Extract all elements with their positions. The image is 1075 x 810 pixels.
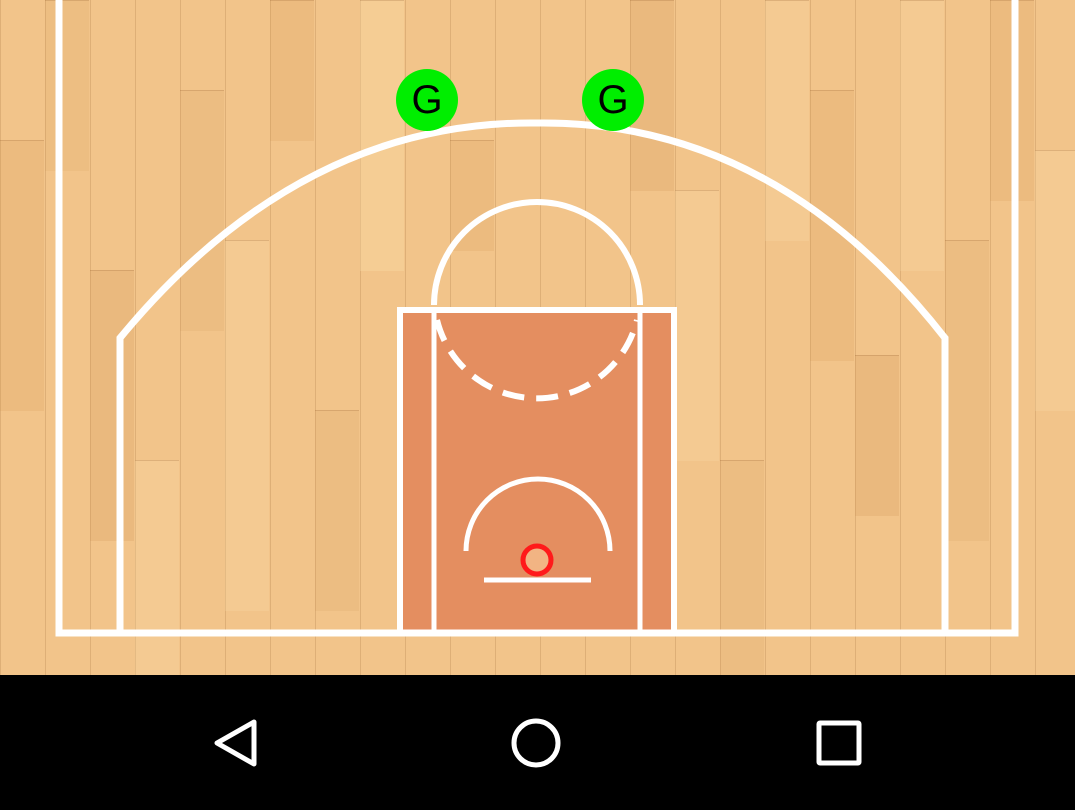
home-button[interactable]: [476, 675, 596, 810]
home-circle-icon: [511, 718, 561, 767]
basketball-court[interactable]: G G: [0, 0, 1075, 675]
floor-plank: [225, 240, 269, 611]
floor-plank: [270, 0, 314, 141]
player-guard-1[interactable]: G: [396, 69, 458, 131]
court-boundary: [55, 0, 1019, 637]
floor-plank: [900, 0, 944, 271]
restricted-area-arc: [463, 476, 613, 552]
floor-plank: [90, 270, 134, 541]
floor-plank: [675, 190, 719, 461]
floor-plank: [315, 410, 359, 611]
back-button[interactable]: [175, 675, 295, 810]
court-lines: [55, 0, 1019, 637]
floor-plank: [720, 460, 764, 675]
floor-plank: [135, 460, 179, 675]
recents-button[interactable]: [779, 675, 899, 810]
player-guard-2[interactable]: G: [582, 69, 644, 131]
android-navigation-bar: [0, 675, 1075, 810]
floor-plank: [45, 0, 89, 171]
floor-plank: [450, 140, 494, 251]
floor-plank: [1035, 150, 1075, 411]
painted-key: [400, 310, 674, 633]
back-triangle-icon: [214, 719, 257, 766]
floor-plank: [945, 240, 989, 541]
floor-plank: [0, 140, 44, 411]
floor-plank: [360, 0, 404, 271]
three-point-line: [116, 119, 949, 633]
rim: [520, 543, 554, 577]
floor-plank: [180, 90, 224, 331]
floor-plank: [855, 355, 899, 516]
free-throw-circle-dashed: [434, 319, 640, 402]
recents-square-icon: [816, 720, 862, 765]
free-throw-circle-top: [431, 199, 643, 306]
